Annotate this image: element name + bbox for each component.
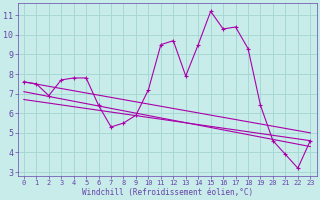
X-axis label: Windchill (Refroidissement éolien,°C): Windchill (Refroidissement éolien,°C) — [82, 188, 253, 197]
